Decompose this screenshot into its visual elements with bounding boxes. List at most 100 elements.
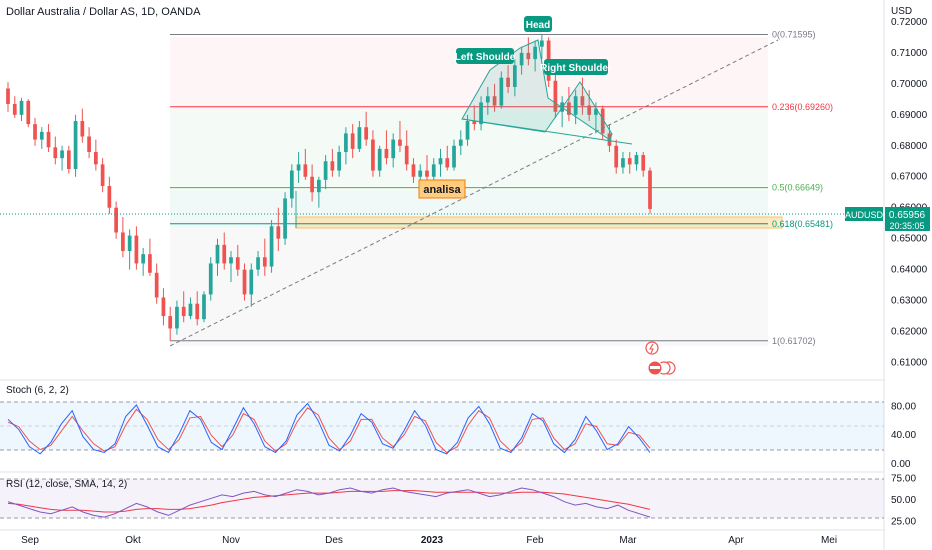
candle-body [283,198,287,239]
time-tick: Nov [222,535,240,546]
rsi-line [7,487,651,518]
candle-body [580,96,585,106]
candle-body [249,269,254,295]
candle-body [587,105,592,115]
annotation-left-shoulder-box [456,48,514,64]
candle-body [492,96,497,106]
candle-body [310,176,314,193]
time-axis: Sep Okt Nov Des 2023 Feb Mar Apr Mei [21,535,837,546]
candle-body [19,100,24,115]
candle-body [114,207,118,233]
candle-body [627,158,632,165]
candle-body [141,254,146,264]
fib-label: 0.5(0.66649) [772,183,823,193]
candle-body [100,164,105,187]
candle-body [296,164,301,171]
candle-body [350,133,355,149]
fib-label: 1(0.61702) [772,336,816,346]
candle-body [377,148,382,171]
annotation-head-box [524,16,552,32]
annotation-left-shoulder-text: Left Shoulde [455,52,516,63]
candle-body [161,297,166,317]
stoch-lines [7,402,651,455]
candle-body [66,150,71,170]
price-tick: 0.72000 [891,17,928,28]
fib-levels: 0(0.71595) 0.236(0.69260) 0.5(0.66649) 0.61… [170,29,833,346]
annotation-analisa[interactable]: analisa [418,179,466,199]
support-zone [295,216,783,229]
candle-body [540,40,544,47]
candle-body [594,108,598,115]
candle-body [168,316,173,329]
candle-body [357,127,362,149]
time-tick: Sep [21,535,39,546]
candle-body [195,303,200,320]
candle-body [276,226,281,239]
candle-body [80,121,85,137]
candle-body [391,139,396,159]
candle-body [330,161,335,171]
price-tick: 0.68000 [891,141,928,152]
stoch-axis: 80.00 40.00 0.00 [891,401,916,470]
rsi-tick: 25.00 [891,516,916,527]
candle-body [39,131,44,140]
candle-body [215,244,220,264]
candle-body [479,102,483,125]
price-tick: 0.70000 [891,79,928,90]
candle-body [452,145,456,168]
rsi-label: RSI (12, close, SMA, 14, 2) [6,479,127,490]
candle-body [519,52,524,66]
time-tick: Apr [728,535,744,546]
candle-body [317,179,321,193]
candle-body [634,155,639,165]
candle-body [33,124,37,140]
symbol-badge[interactable] [845,207,883,221]
event-flags-icon[interactable] [647,360,676,376]
price-tick: 0.71000 [891,48,928,59]
candle-body [533,46,537,60]
candle-body [648,170,652,209]
candle-body [485,96,490,103]
fib-label: 0(0.71595) [772,29,816,39]
price-tick: 0.65000 [891,234,928,245]
candle-body [229,257,233,264]
candle-body [202,294,206,320]
candle-body [262,257,267,267]
candle-body [553,80,558,112]
price-badge[interactable] [885,207,930,231]
annotation-left-shoulder[interactable]: Left Shoulde [455,48,516,64]
candle-body [458,139,463,146]
time-tick: Mei [821,535,837,546]
candle-body [499,77,504,106]
annotation-right-shoulder[interactable]: Right Shoulder [540,59,612,75]
candle-body [512,65,517,87]
candle-body [567,102,571,115]
candle-body [12,103,17,115]
candle-body [371,139,375,171]
candle-body [148,254,152,273]
candle-body [181,306,186,317]
event-flash-icon[interactable] [645,341,659,355]
price-tick: 0.63000 [891,296,928,307]
trendline-dashed [169,39,779,347]
time-tick: Okt [125,535,141,546]
chart-title: Dollar Australia / Dollar AS, 1D, OANDA [6,6,201,18]
candle-body [641,155,646,171]
candle-body [398,139,402,146]
candle-body [465,121,470,140]
annotation-right-shoulder-text: Right Shoulder [540,63,612,74]
candle-body [600,108,605,134]
candle-body [154,272,159,298]
price-badge-countdown: 20:35:05 [889,221,924,231]
annotation-head[interactable]: Head [524,16,552,32]
time-tick: Des [325,535,343,546]
candle-body [235,257,240,270]
candle-body [53,147,58,159]
price-tick: 0.61000 [891,358,928,369]
price-tick: 0.69000 [891,110,928,121]
candle-body [438,158,443,165]
fib-zone-grey [170,228,768,346]
candle-body [431,164,436,177]
